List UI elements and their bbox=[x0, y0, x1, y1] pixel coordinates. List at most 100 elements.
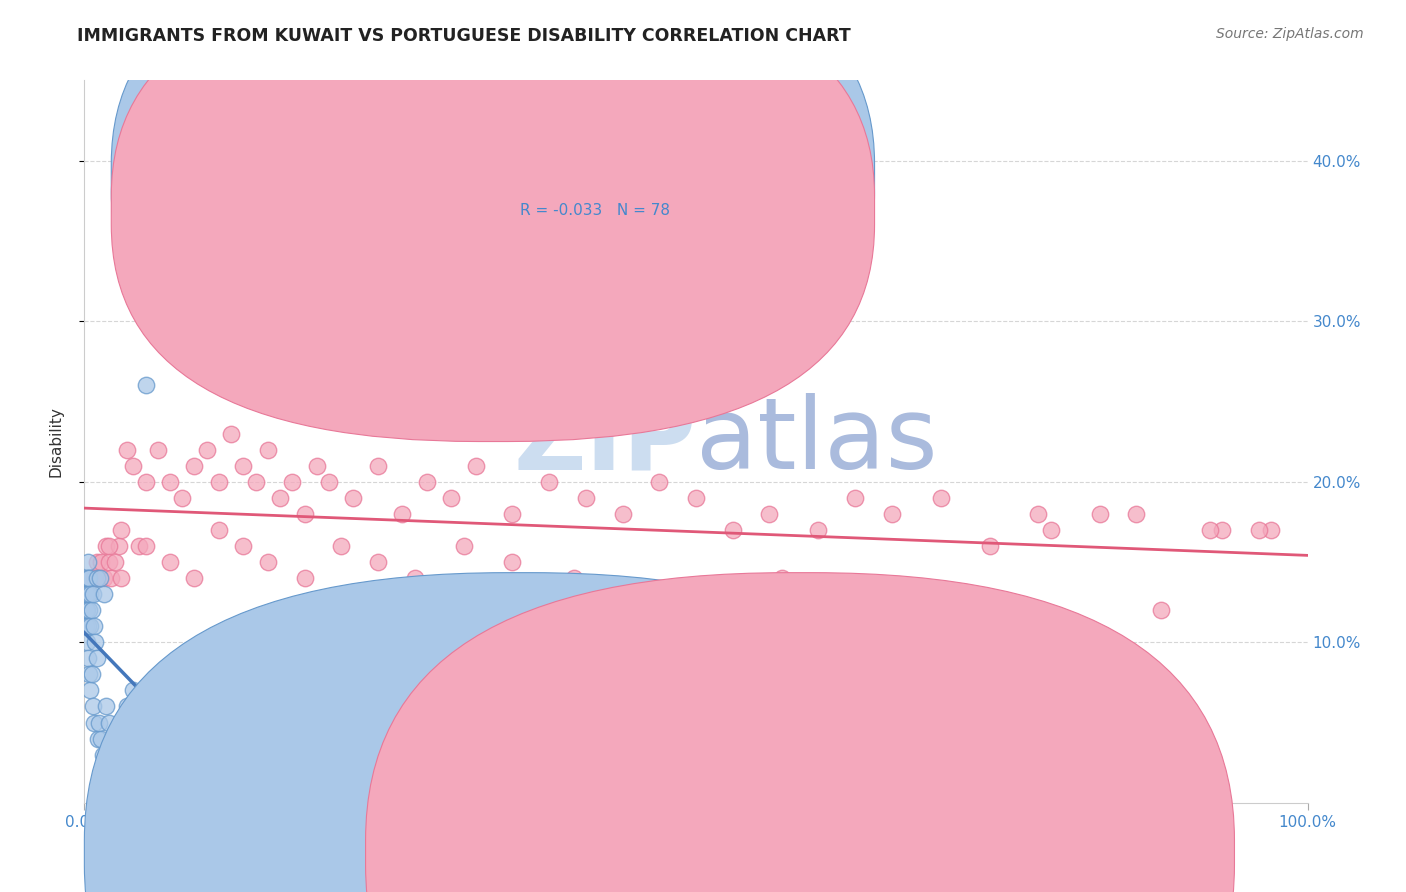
Point bbox=[257, 555, 280, 569]
Point bbox=[404, 571, 426, 585]
Point bbox=[219, 426, 242, 441]
Point bbox=[115, 442, 138, 457]
Point bbox=[107, 539, 129, 553]
Point bbox=[90, 555, 112, 569]
Point bbox=[93, 571, 115, 585]
Text: Source: ZipAtlas.com: Source: ZipAtlas.com bbox=[1216, 27, 1364, 41]
Point bbox=[77, 651, 100, 665]
Point bbox=[281, 475, 304, 489]
Point bbox=[758, 507, 780, 521]
Point bbox=[464, 458, 486, 473]
Point bbox=[502, 507, 524, 521]
Point bbox=[856, 587, 879, 601]
Point bbox=[75, 619, 97, 633]
Point bbox=[77, 555, 100, 569]
Point bbox=[391, 507, 413, 521]
Point bbox=[979, 539, 1001, 553]
Point bbox=[84, 635, 107, 649]
Point bbox=[76, 603, 98, 617]
Point bbox=[100, 571, 122, 585]
Point bbox=[342, 491, 364, 505]
Point bbox=[76, 587, 98, 601]
Point bbox=[294, 507, 316, 521]
Point bbox=[685, 491, 707, 505]
Point bbox=[195, 442, 218, 457]
Point bbox=[80, 603, 103, 617]
Point bbox=[104, 555, 127, 569]
Point bbox=[219, 218, 242, 232]
Point bbox=[75, 603, 97, 617]
Point bbox=[83, 715, 105, 730]
Point bbox=[128, 539, 150, 553]
Text: ZIP: ZIP bbox=[513, 393, 696, 490]
Point bbox=[538, 475, 561, 489]
Point bbox=[183, 571, 205, 585]
Point bbox=[1260, 523, 1282, 537]
Point bbox=[232, 458, 254, 473]
Point bbox=[721, 523, 744, 537]
Point bbox=[77, 587, 100, 601]
Point bbox=[269, 491, 291, 505]
Point bbox=[104, 731, 127, 746]
Point bbox=[697, 587, 720, 601]
Point bbox=[208, 523, 231, 537]
Point bbox=[1247, 523, 1270, 537]
Point bbox=[318, 475, 340, 489]
Point bbox=[97, 715, 120, 730]
Point bbox=[96, 539, 118, 553]
Point bbox=[77, 603, 100, 617]
Point bbox=[100, 747, 122, 762]
Point bbox=[79, 587, 101, 601]
Point bbox=[159, 555, 181, 569]
Point bbox=[880, 507, 903, 521]
Point bbox=[1125, 507, 1147, 521]
Point bbox=[97, 539, 120, 553]
Point bbox=[1028, 507, 1050, 521]
Point bbox=[76, 571, 98, 585]
Point bbox=[79, 683, 101, 698]
Point bbox=[575, 491, 598, 505]
Point bbox=[257, 442, 280, 457]
Point bbox=[97, 555, 120, 569]
Point bbox=[90, 731, 112, 746]
Point bbox=[330, 539, 353, 553]
Point bbox=[86, 555, 108, 569]
Point bbox=[502, 555, 524, 569]
Point bbox=[77, 571, 100, 585]
Point bbox=[86, 651, 108, 665]
Point bbox=[905, 691, 928, 706]
Point bbox=[1150, 603, 1173, 617]
FancyBboxPatch shape bbox=[464, 145, 733, 239]
Point bbox=[83, 619, 105, 633]
Point bbox=[135, 539, 157, 553]
Point bbox=[172, 491, 194, 505]
Point bbox=[87, 731, 110, 746]
Point bbox=[77, 667, 100, 681]
Text: R =  0.324   N = 42: R = 0.324 N = 42 bbox=[520, 170, 669, 186]
Point bbox=[110, 523, 132, 537]
Point bbox=[807, 523, 830, 537]
Point bbox=[115, 699, 138, 714]
Point bbox=[96, 699, 118, 714]
Point bbox=[294, 571, 316, 585]
Point bbox=[648, 475, 671, 489]
Text: atlas: atlas bbox=[696, 393, 938, 490]
Point bbox=[416, 475, 439, 489]
Y-axis label: Disability: Disability bbox=[49, 406, 63, 477]
Point bbox=[83, 571, 105, 585]
Point bbox=[208, 475, 231, 489]
Point bbox=[135, 475, 157, 489]
Point bbox=[87, 715, 110, 730]
Point bbox=[122, 683, 145, 698]
Point bbox=[1088, 507, 1111, 521]
Point bbox=[440, 491, 463, 505]
Point bbox=[82, 587, 104, 601]
Point bbox=[110, 571, 132, 585]
Point bbox=[89, 571, 111, 585]
Point bbox=[367, 458, 389, 473]
Text: R = -0.033   N = 78: R = -0.033 N = 78 bbox=[520, 202, 669, 218]
Point bbox=[76, 635, 98, 649]
Point bbox=[844, 491, 866, 505]
Text: Portuguese: Portuguese bbox=[824, 846, 911, 860]
FancyBboxPatch shape bbox=[111, 0, 875, 442]
